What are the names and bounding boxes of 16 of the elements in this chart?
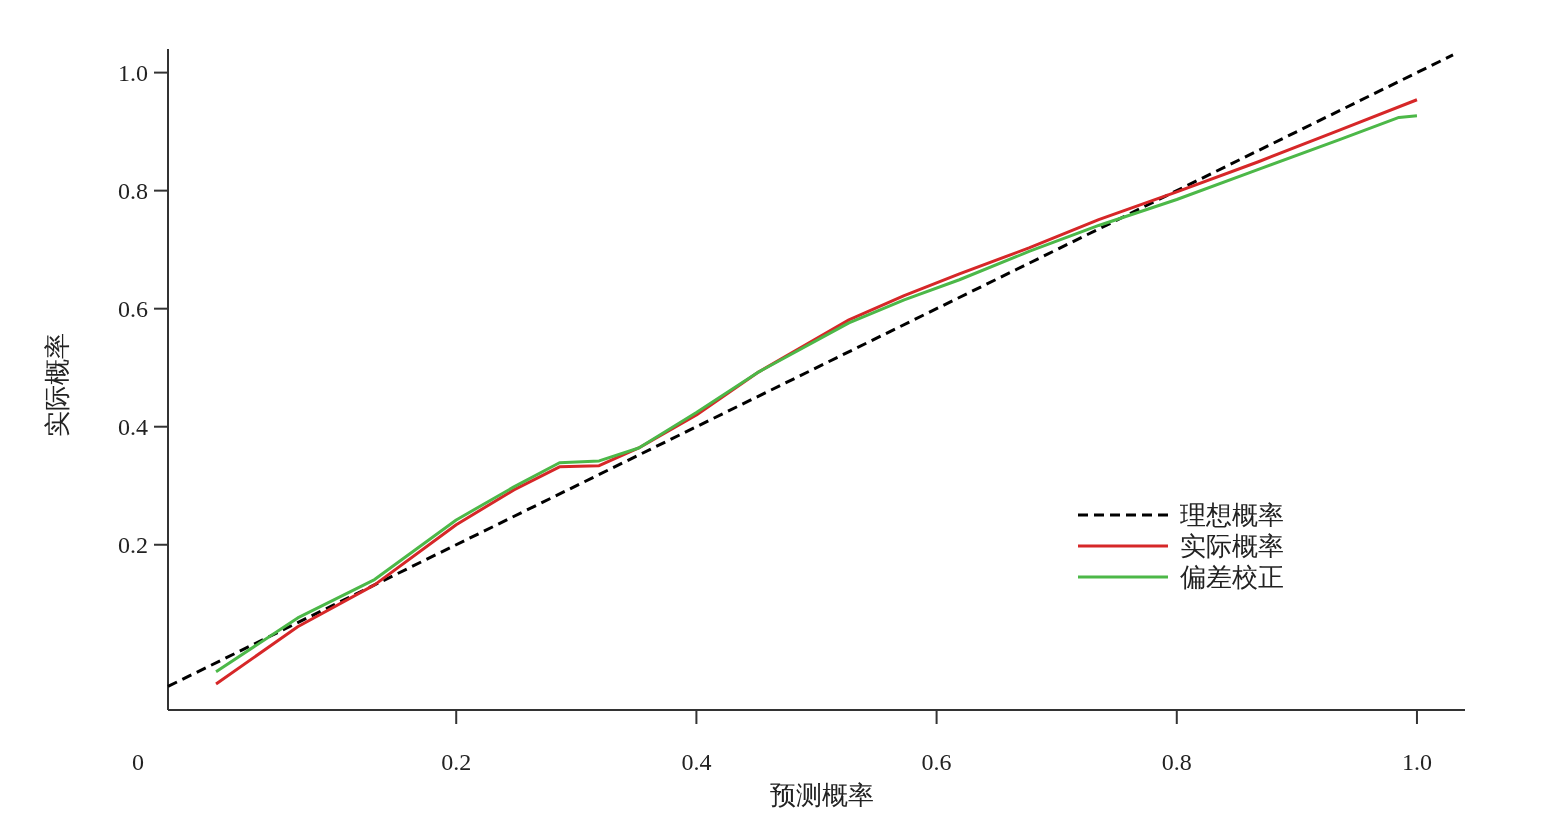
legend-label: 实际概率 (1180, 532, 1284, 561)
x-tick-label: 0.2 (441, 749, 472, 775)
y-tick-label: 1.0 (118, 59, 148, 86)
y-tick-label: 0.6 (118, 295, 148, 322)
legend-label: 偏差校正 (1180, 563, 1284, 592)
x-tick-label: 1.0 (1401, 749, 1432, 775)
text: 0 (132, 749, 144, 775)
x-tick-label: 0.8 (1161, 749, 1192, 775)
legend-label: 理想概率 (1180, 501, 1284, 530)
y-tick-label: 0.8 (118, 177, 148, 204)
x-tick-label: 0.6 (921, 749, 952, 775)
x-tick-label: 0.4 (681, 749, 712, 775)
x-axis-title: 预测概率 (770, 781, 875, 810)
y-tick-label: 0.2 (118, 531, 148, 558)
y-tick-label: 0.4 (118, 413, 148, 440)
y-axis-title: 实际概率 (43, 332, 72, 437)
